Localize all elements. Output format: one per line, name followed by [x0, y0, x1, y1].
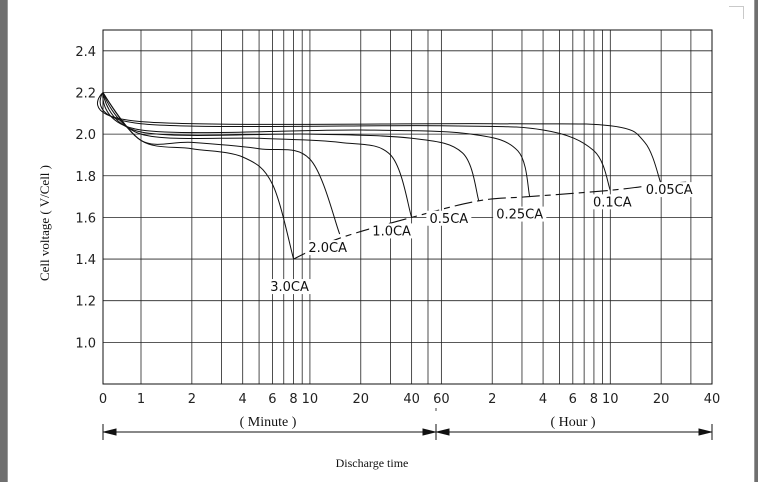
- y-tick-label: 1.0: [75, 336, 96, 351]
- x-tick-label: 8: [590, 392, 598, 407]
- x-tick-label: 10: [602, 392, 619, 407]
- vertical-grid: [140, 30, 692, 384]
- curve-label-bg: [493, 206, 547, 222]
- curve-label-bg: [267, 279, 313, 295]
- curve-label: 0.05CA: [646, 183, 693, 198]
- y-tick-label: 1.4: [75, 253, 96, 268]
- x-tick-label: 2: [488, 392, 496, 407]
- curve-label-bg: [369, 223, 415, 239]
- curve-label: 0.1CA: [593, 195, 632, 210]
- discharge-curves: [96, 92, 662, 260]
- x-tick-label: 1: [137, 392, 145, 407]
- curve-0-25ca: [102, 92, 531, 197]
- curve-label-bg: [305, 240, 351, 256]
- curve-0-5ca: [102, 92, 480, 201]
- x-tick-label: 20: [353, 392, 370, 407]
- curve-label: 0.5CA: [430, 212, 469, 227]
- x-axis-label: Discharge time: [336, 456, 409, 470]
- hour-section-label: ( Hour ): [550, 415, 595, 430]
- curve-label-bg: [426, 210, 472, 226]
- x-tick-label: 6: [268, 392, 276, 407]
- x-tick-label: 4: [239, 392, 247, 407]
- x-tick-label: 2: [188, 392, 196, 407]
- curve-2-0ca: [102, 92, 341, 235]
- curve-label: 2.0CA: [308, 241, 347, 256]
- x-tick-label: 60: [433, 392, 450, 407]
- y-axis-label: Cell voltage ( V/Cell ): [37, 165, 52, 281]
- curve-label-bg: [589, 194, 635, 210]
- curve-label-bg: [642, 182, 696, 198]
- x-tick-label: 6: [569, 392, 577, 407]
- plot-border: [102, 29, 713, 385]
- y-tick-label: 1.8: [75, 170, 96, 185]
- end-voltage-line: [293, 181, 689, 260]
- chart-frame: 2.4 2.2 2.0 1.8 1.6 1.4 1.2 1.0 0 1 2 4 6 8 10 20 40 60 2…: [8, 0, 754, 482]
- discharge-chart: 2.42.22.01.81.61.41.21.0 0 1 2 4 6 8 10 20 40 60 2…: [37, 29, 720, 470]
- x-tick-label: 40: [403, 392, 420, 407]
- curve-label: 3.0CA: [270, 280, 309, 295]
- y-tick-label: 2.2: [75, 86, 96, 101]
- y-tick-label: 1.2: [75, 295, 96, 310]
- curve-0-1ca: [99, 92, 611, 191]
- curve-0-05ca: [96, 92, 662, 185]
- minute-section-label: ( Minute ): [240, 415, 297, 430]
- y-tick-label: 2.0: [75, 128, 96, 143]
- x-tick-label: 0: [99, 392, 107, 407]
- x-tick-label: 8: [289, 392, 297, 407]
- x-tick-label: 20: [653, 392, 670, 407]
- curve-1-0ca: [102, 92, 413, 218]
- y-tick-labels: 2.4 2.2 2.0 1.8 1.6 1.4 1.2 1.0: [75, 45, 96, 352]
- y-tick-label: 1.6: [75, 211, 96, 226]
- x-tick-label: 10: [302, 392, 319, 407]
- x-tick-label: 4: [539, 392, 547, 407]
- time-ruler: [102, 424, 713, 440]
- curve-label: 1.0CA: [372, 224, 411, 239]
- x-tick-labels: 0 1 2 4 6 8 10 20 40 60 2 4 6 8 10 20 40: [99, 392, 720, 411]
- curve-labels: 3.0CA 2.0CA 1.0CA 0.5CA 0.25CA 0.1CA 0.05CA: [267, 182, 696, 295]
- x-tick-label: 40: [704, 392, 721, 407]
- y-tick-label: 2.4: [75, 45, 96, 60]
- corner-mark: [729, 6, 744, 19]
- curve-label: 0.25CA: [496, 208, 543, 223]
